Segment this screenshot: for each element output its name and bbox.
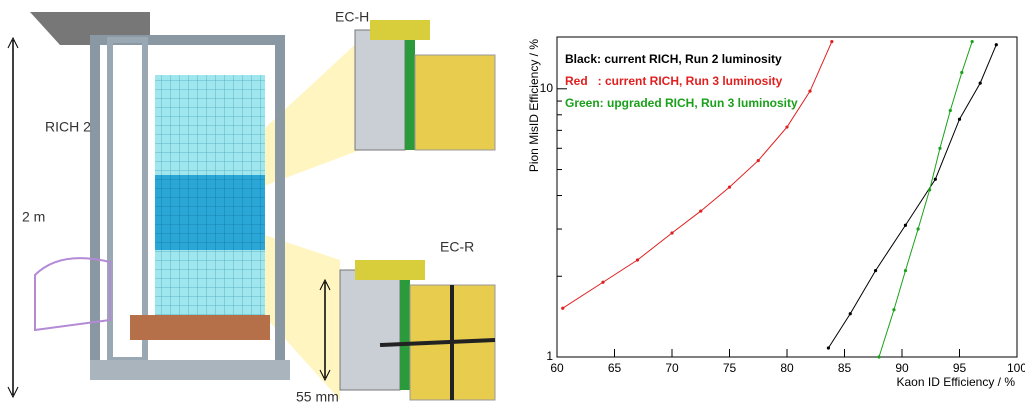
series-point [892, 308, 896, 312]
x-tick-label: 85 [838, 361, 852, 375]
x-axis-label: Kaon ID Efficiency / % [897, 375, 1016, 389]
legend-entry: Green: upgraded RICH, Run 3 luminosity [565, 96, 798, 110]
y-tick-label: 1 [546, 349, 553, 363]
x-tick-label: 75 [723, 361, 737, 375]
series-point [960, 70, 964, 75]
legend-entry: Red : current RICH, Run 3 luminosity [565, 74, 783, 88]
series-point [903, 268, 908, 273]
series-point [848, 312, 852, 316]
chart: 60 65 70 75 80 85 90 95 100 1 10 Kaon ID Efficiency… [527, 36, 1025, 389]
illustration: EC-H RICH 2 2 m EC-R 55 mm [7, 9, 496, 405]
y-tick-label: 10 [540, 81, 554, 95]
x-tick-label: 65 [608, 361, 622, 375]
series-point [785, 125, 789, 129]
series-point [601, 280, 605, 284]
series-point [978, 81, 982, 85]
series-point [903, 223, 908, 227]
x-tick-label: 80 [780, 361, 794, 375]
legend-entry: Black: current RICH, Run 2 luminosity [565, 52, 782, 66]
illustration-label: EC-H [335, 9, 369, 25]
series-point [756, 158, 760, 163]
series-line [562, 41, 833, 309]
series-point [948, 108, 952, 113]
series-point [826, 346, 831, 350]
illustration-label: 55 mm [296, 389, 339, 405]
series-point [873, 268, 878, 273]
series-point [561, 306, 565, 310]
series-point [877, 355, 881, 359]
illustration-label: EC-R [440, 239, 474, 255]
illustration-label: 2 m [22, 209, 45, 225]
series-point [928, 188, 932, 192]
x-tick-label: 95 [953, 361, 967, 375]
x-tick-label: 70 [665, 361, 679, 375]
x-tick-label: 60 [550, 361, 564, 375]
illustration-label: RICH 2 [45, 119, 91, 135]
series-point [994, 43, 998, 47]
series-point [830, 39, 834, 44]
series-point [938, 146, 942, 150]
x-tick-label: 90 [895, 361, 909, 375]
series-point [957, 117, 962, 121]
series-line [827, 44, 997, 349]
series-point [970, 39, 974, 44]
series-point [699, 209, 703, 213]
series-point [916, 227, 920, 231]
series-point [933, 177, 937, 181]
x-tick-label: 100 [1007, 361, 1025, 375]
series-point [670, 231, 674, 235]
series-point [808, 89, 812, 93]
series-point [635, 258, 640, 262]
y-axis-label: Pion MisID Efficiency / % [527, 39, 541, 172]
series-point [727, 185, 732, 189]
